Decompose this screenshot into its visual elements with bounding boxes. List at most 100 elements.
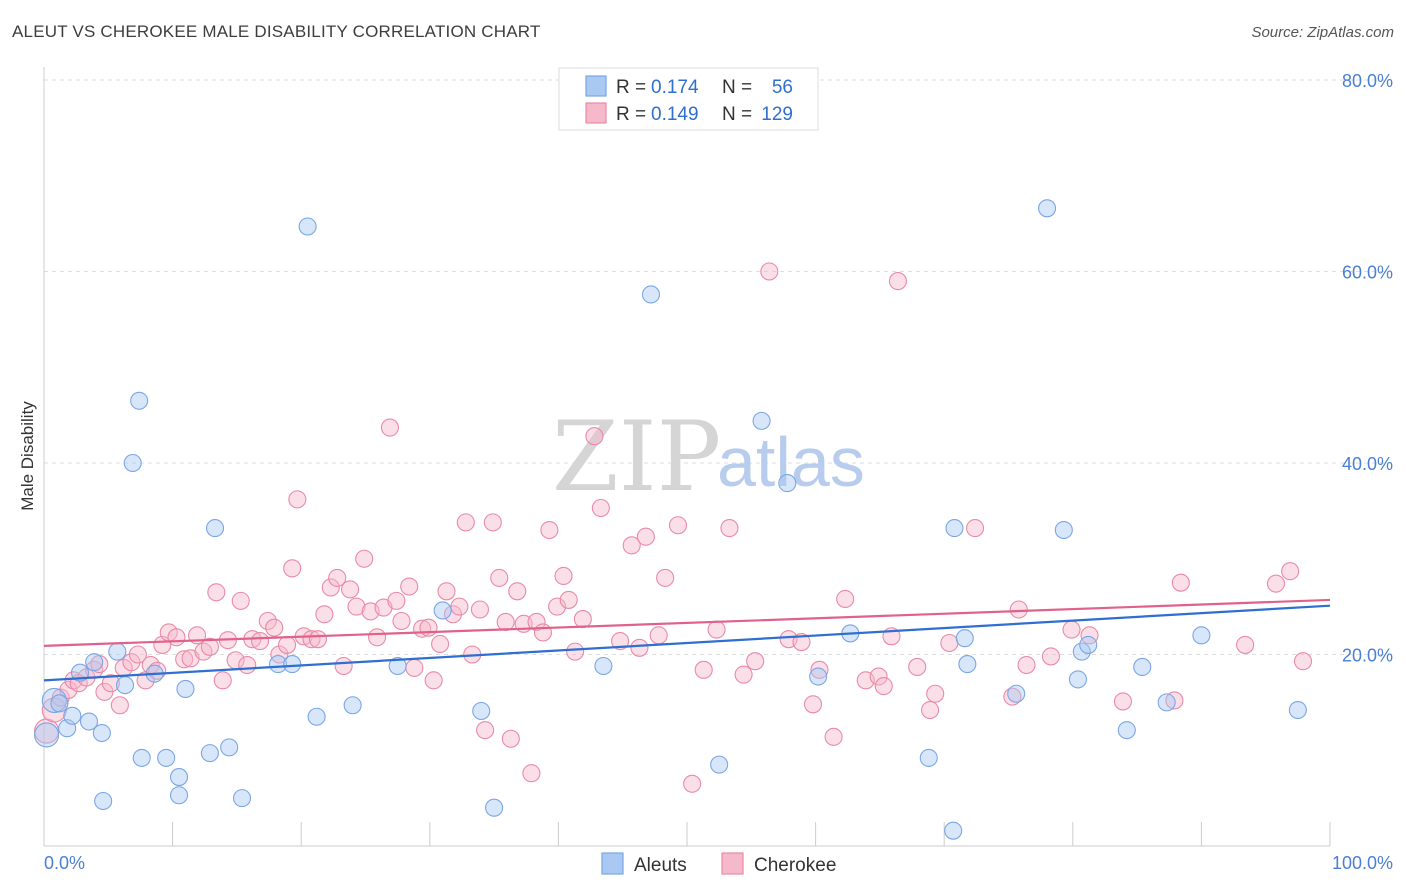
cherokee-point: [347, 597, 366, 616]
aleuts-point: [809, 667, 828, 686]
cherokee-point: [419, 618, 438, 637]
aleuts-point: [200, 744, 219, 763]
aleuts-point: [63, 706, 82, 725]
cherokee-point: [874, 677, 893, 696]
aleuts-point: [958, 655, 977, 674]
aleuts-point: [343, 696, 362, 715]
cherokee-point: [387, 591, 406, 610]
cherokee-point: [803, 695, 823, 714]
cherokee-point: [207, 583, 226, 602]
aleuts-point: [1133, 657, 1152, 676]
legend-aleuts-r-value: 0.174: [651, 77, 699, 98]
cherokee-point: [321, 578, 340, 597]
cherokee-point: [443, 605, 462, 624]
cherokee-point: [368, 628, 387, 647]
cherokee-point: [470, 600, 490, 619]
legend-top: R = 0.174 N = 56 R = 0.149 N = 129: [558, 67, 819, 131]
cherokee-point: [746, 652, 765, 671]
legend-cherokee-swatch: [585, 102, 607, 124]
aleuts-trend-line: [43, 604, 1331, 682]
aleuts-point: [752, 411, 771, 430]
cherokee-point: [167, 628, 186, 647]
aleuts-point: [307, 707, 326, 726]
cherokee-point: [501, 729, 520, 748]
cherokee-point: [1236, 635, 1255, 654]
cherokee-points: [34, 262, 1313, 793]
aleuts-point: [778, 474, 797, 493]
cherokee-point: [437, 582, 456, 601]
x-tick-label-max: 100.0%: [1332, 853, 1393, 873]
cherokee-point: [101, 674, 120, 693]
cherokee-point: [869, 667, 888, 686]
aleuts-point: [232, 789, 252, 808]
watermark-zip: ZIP: [552, 401, 721, 513]
cherokee-point: [734, 665, 753, 684]
cherokee-point: [940, 633, 959, 653]
cherokee-point: [400, 577, 419, 596]
aleuts-point: [1072, 642, 1091, 661]
cherokee-point: [288, 490, 307, 509]
aleuts-point: [641, 285, 661, 304]
legend-bottom-aleuts-swatch: [601, 852, 624, 875]
aleuts-point: [269, 655, 288, 674]
cherokee-point: [315, 605, 334, 624]
aleuts-point: [169, 768, 189, 787]
aleuts-point: [433, 601, 452, 620]
y-axis-label: Male Disability: [18, 401, 37, 511]
aleuts-point: [220, 738, 239, 757]
legend-aleuts-n-label: N =: [722, 77, 752, 98]
aleuts-point: [115, 676, 135, 695]
cherokee-point: [122, 653, 141, 672]
aleuts-point: [1192, 626, 1211, 645]
cherokee-point: [630, 638, 649, 657]
cherokee-point: [431, 634, 450, 654]
cherokee-point: [308, 630, 327, 649]
cherokee-point: [302, 630, 321, 649]
aleuts-point: [485, 798, 504, 817]
cherokee-point: [213, 671, 232, 690]
cherokee-point: [760, 262, 779, 281]
y-tick-label: 40.0%: [1342, 454, 1393, 474]
cherokee-point: [966, 519, 985, 538]
aleuts-point: [710, 755, 729, 774]
aleuts-point: [594, 656, 613, 676]
cherokee-point: [392, 611, 411, 631]
cherokee-point: [810, 660, 829, 679]
aleuts-point: [955, 629, 974, 648]
cherokee-point: [1171, 573, 1190, 592]
cherokee-point: [559, 590, 578, 609]
cherokee-point: [490, 568, 509, 587]
legend-bottom: Aleuts Cherokee: [601, 852, 836, 876]
watermark: ZIP atlas: [552, 401, 865, 513]
cherokee-point: [548, 597, 567, 616]
cherokee-point: [355, 549, 374, 568]
legend-bottom-cherokee-label: Cherokee: [754, 855, 836, 876]
cherokee-point: [1009, 600, 1028, 619]
aleuts-point: [108, 642, 127, 661]
cherokee-point: [200, 637, 219, 656]
cherokee-point: [1113, 692, 1133, 711]
cherokee-point: [250, 632, 270, 651]
cherokee-point: [540, 520, 559, 540]
aleuts-point: [388, 656, 407, 676]
chart-title: ALEUT VS CHEROKEE MALE DISABILITY CORREL…: [12, 22, 541, 41]
cherokee-point: [611, 632, 630, 651]
cherokee-point: [110, 696, 129, 715]
legend-bottom-cherokee-swatch: [721, 852, 744, 875]
aleuts-point: [1068, 670, 1087, 689]
legend-aleuts-r-label: R =: [616, 77, 646, 98]
aleuts-point: [205, 519, 225, 538]
cherokee-point: [278, 635, 297, 654]
cherokee-point: [1041, 647, 1060, 666]
cherokee-point: [1017, 655, 1036, 675]
aleuts-point: [298, 217, 317, 236]
cherokee-point: [707, 620, 726, 639]
cherokee-point: [508, 582, 527, 601]
aleuts-point: [157, 748, 176, 767]
legend-bottom-aleuts-label: Aleuts: [634, 855, 687, 876]
cherokee-point: [270, 645, 289, 664]
aleuts-point: [85, 653, 104, 672]
aleuts-point: [1157, 693, 1176, 712]
aleuts-point: [169, 786, 189, 805]
